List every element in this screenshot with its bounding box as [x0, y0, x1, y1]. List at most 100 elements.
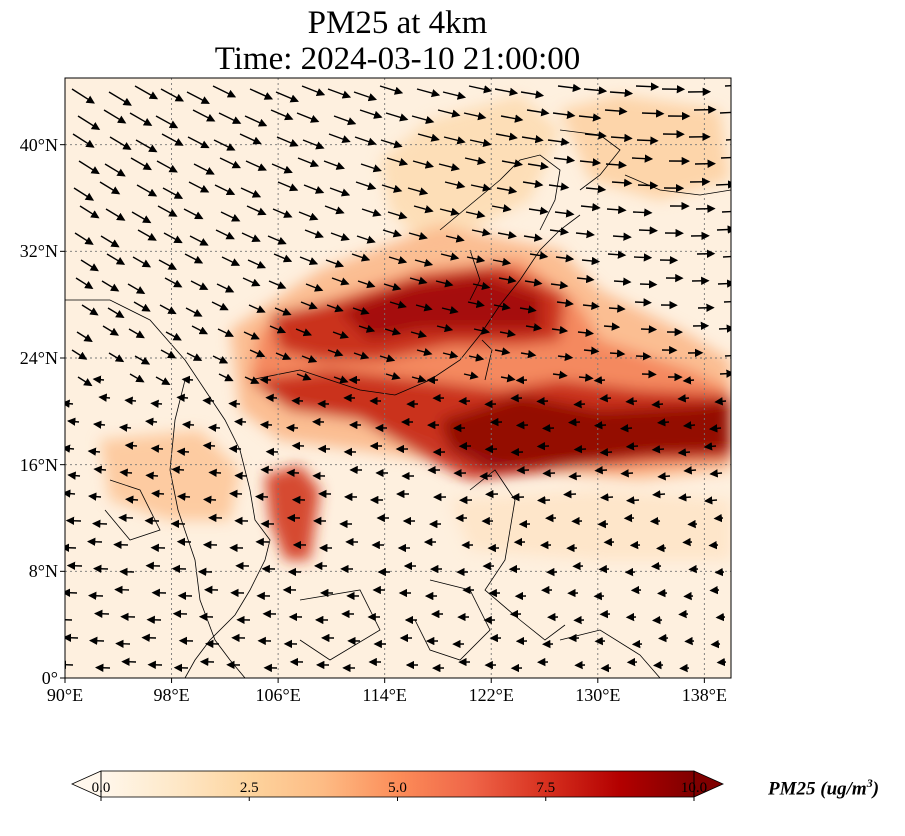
wind-vector — [192, 109, 216, 122]
wind-vector — [556, 298, 574, 308]
wind-vector — [568, 472, 582, 481]
wind-vector — [183, 208, 204, 220]
coastline-segment — [249, 214, 581, 396]
wind-vector — [385, 112, 409, 122]
wind-vector — [356, 235, 376, 244]
wind-vector — [134, 85, 159, 100]
wind-vector — [557, 83, 582, 93]
wind-vector — [326, 304, 344, 313]
wind-vector — [187, 136, 210, 149]
wind-vector — [579, 158, 602, 167]
wind-vector — [212, 355, 229, 364]
wind-vector — [145, 417, 158, 426]
pm25-contour — [560, 95, 730, 200]
wind-vector — [239, 133, 262, 145]
wind-vector — [651, 400, 664, 409]
map-frame — [64, 77, 732, 679]
coastline-segment — [299, 589, 381, 661]
wind-vector — [98, 393, 111, 402]
x-tick-label: 106°E — [255, 685, 301, 705]
wind-vector — [605, 160, 627, 170]
wind-vector — [67, 417, 80, 426]
wind-vector — [189, 235, 209, 246]
wind-vector — [500, 374, 516, 383]
wind-vector — [625, 397, 638, 406]
wind-vector — [593, 421, 607, 430]
wind-vector — [578, 113, 602, 122]
wind-vector — [580, 202, 601, 212]
wind-vector — [416, 88, 441, 98]
wind-vector — [548, 182, 570, 191]
wind-vector — [389, 300, 407, 309]
wind-vector — [220, 211, 241, 222]
wind-vector — [470, 183, 492, 192]
wind-vector — [73, 187, 95, 201]
wind-vector — [471, 228, 491, 237]
wind-vector — [608, 304, 626, 313]
wind-vector — [436, 323, 454, 333]
wind-vector — [129, 373, 145, 383]
wind-vector — [632, 208, 653, 217]
wind-vector — [207, 423, 221, 433]
wind-vector — [464, 156, 487, 165]
wind-vector — [93, 465, 107, 474]
colorbar-gradient — [101, 771, 694, 797]
wind-vector — [413, 205, 434, 214]
wind-vector — [159, 304, 177, 315]
wind-vector — [638, 226, 659, 235]
wind-vector — [176, 447, 190, 456]
wind-vector — [158, 259, 177, 270]
wind-vector — [171, 465, 185, 474]
wind-vector — [124, 495, 139, 504]
wind-vector — [108, 91, 132, 106]
y-tick-label: 16°N — [19, 454, 58, 475]
wind-vector — [497, 230, 517, 240]
wind-vector — [721, 210, 731, 213]
wind-vector — [221, 256, 241, 266]
wind-vector — [380, 139, 403, 149]
wind-vector — [468, 353, 485, 362]
wind-vector — [640, 325, 658, 334]
wind-vector — [330, 232, 350, 241]
wind-vector — [208, 468, 222, 477]
wind-vector — [416, 347, 433, 357]
wind-vector — [657, 418, 670, 427]
wind-vector — [723, 300, 731, 303]
wind-vector — [273, 253, 293, 263]
wind-vector — [473, 326, 491, 335]
wind-vector — [547, 137, 570, 146]
wind-vector — [79, 205, 100, 219]
wind-vector — [211, 301, 229, 311]
wind-vector — [268, 280, 287, 290]
pm25-contour — [340, 275, 540, 340]
pm25-contour — [265, 465, 320, 560]
wind-vector — [445, 234, 465, 243]
wind-vector — [184, 253, 204, 264]
wind-vector — [160, 349, 177, 359]
wind-vector — [80, 259, 99, 272]
wind-vector — [492, 257, 512, 267]
wind-vector — [613, 277, 632, 286]
wind-vector — [162, 187, 184, 199]
wind-vector — [332, 330, 349, 339]
wind-vector — [716, 225, 731, 234]
wind-vector — [633, 253, 653, 262]
wind-vector — [248, 304, 266, 313]
coastline-segment — [469, 249, 481, 301]
wind-vector — [437, 109, 461, 118]
wind-vector — [181, 375, 194, 385]
wind-vector — [407, 187, 429, 196]
colorbar-tick-label: 5.0 — [388, 780, 407, 796]
wind-vector — [387, 211, 408, 220]
wind-vector — [463, 112, 487, 121]
wind-vector — [77, 115, 101, 131]
wind-vector — [635, 82, 660, 91]
wind-vector — [325, 259, 345, 268]
wind-vector — [441, 306, 459, 315]
wind-vector — [576, 274, 595, 284]
wind-vector — [412, 160, 435, 169]
wind-vector — [442, 350, 459, 359]
wind-vector — [631, 154, 654, 163]
wind-vector — [568, 417, 581, 427]
